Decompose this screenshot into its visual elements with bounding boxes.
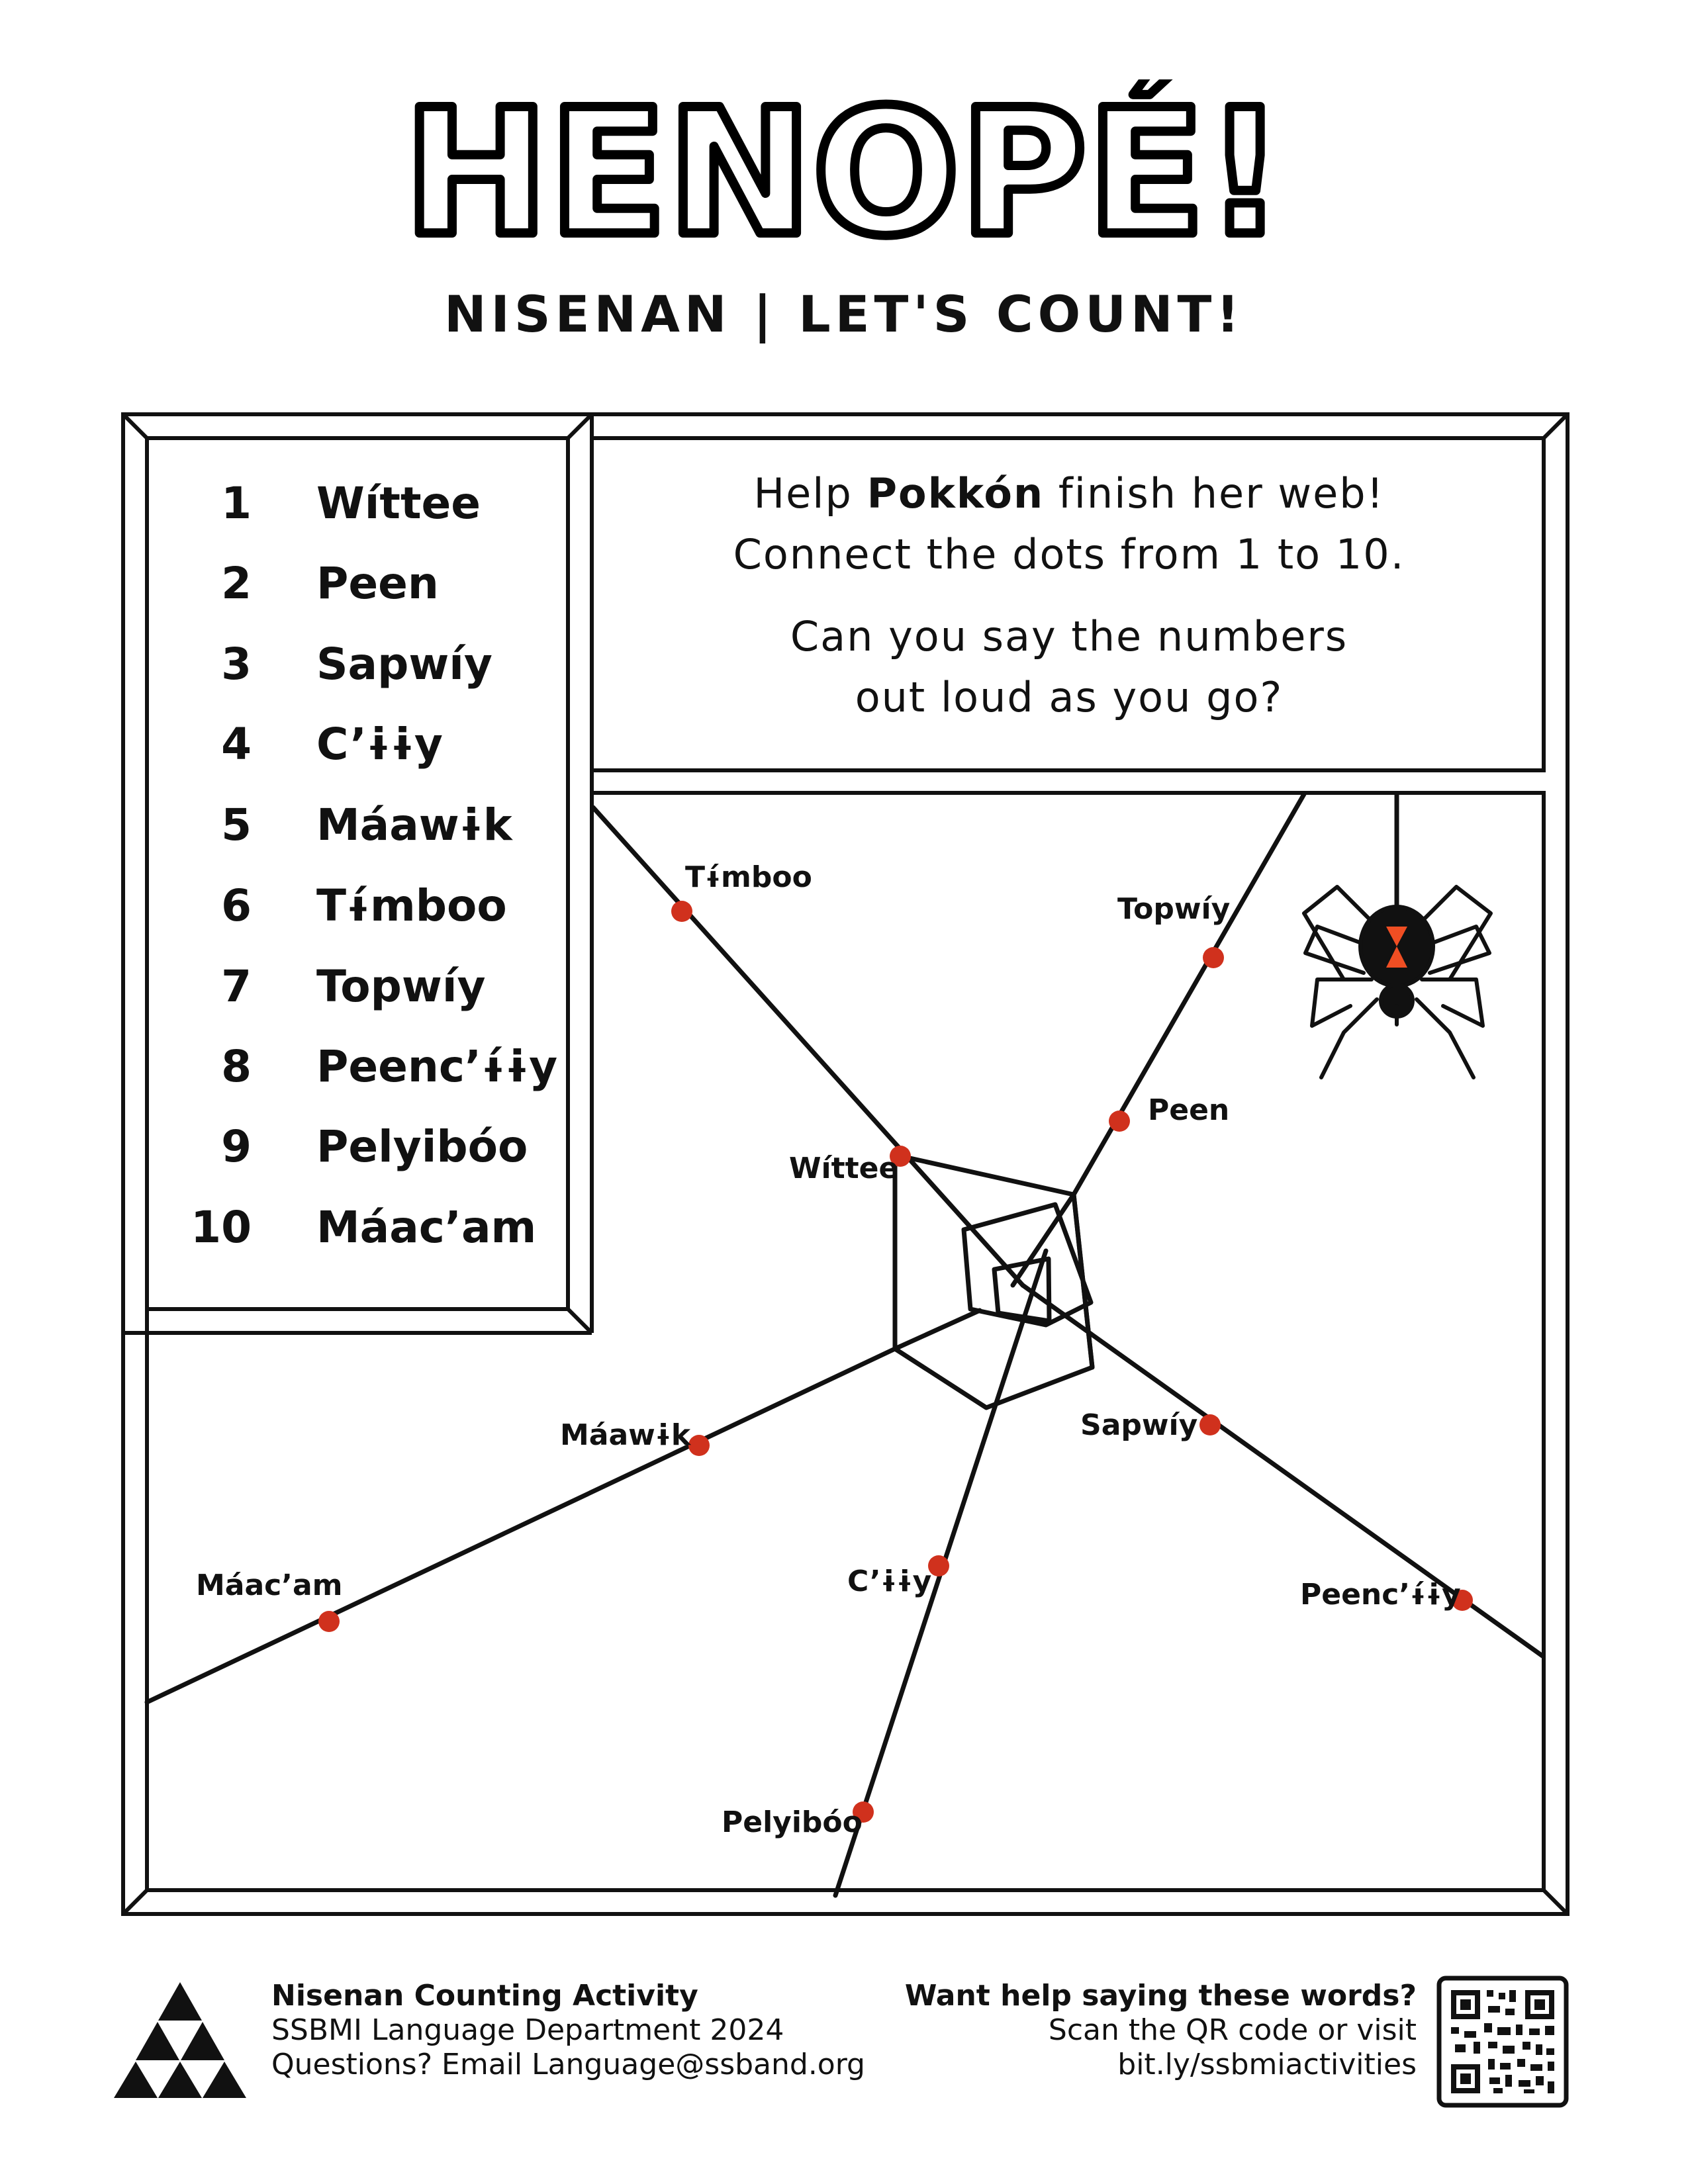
list-item: 3 Sapwíy (146, 639, 556, 705)
dot-label-7: Topwíy (1117, 892, 1230, 926)
number-word: Wíttee (316, 478, 481, 529)
page-title: HENOPÉ! (399, 79, 1289, 278)
dot-4[interactable] (928, 1555, 949, 1576)
instruction-line-4: out loud as you go? (855, 673, 1284, 721)
number-word: Máawɨk (316, 799, 512, 850)
dot-label-4: C’ɨɨy (847, 1565, 931, 1598)
dot-6[interactable] (671, 901, 692, 922)
footer-help-link[interactable]: bit.ly/ssbmiactivities (1117, 2048, 1417, 2081)
footer-help-line: Scan the QR code or visit (1048, 2013, 1417, 2047)
instruction-line-2: Connect the dots from 1 to 10. (733, 530, 1405, 578)
number-word: Topwíy (316, 961, 486, 1012)
dot-label-3: Sapwíy (1080, 1408, 1197, 1442)
spider-name: Pokkón (867, 469, 1045, 518)
instruction-line-1: Help Pokkón finish her web! (596, 463, 1542, 524)
number-digit: 3 (221, 639, 252, 690)
dot-1[interactable] (890, 1146, 911, 1167)
number-digit: 8 (221, 1041, 252, 1092)
number-word: Pelyibóo (316, 1121, 528, 1172)
number-word: Sapwíy (316, 639, 492, 690)
qr-code-icon[interactable] (1436, 1976, 1569, 2108)
dot-label-9: Pelyibóo (722, 1805, 863, 1839)
list-item: 8 Peenc’ɨ́ɨy (146, 1041, 558, 1107)
list-item: 7 Topwíy (146, 961, 556, 1027)
footer-help-title: Want help saying these words? (904, 1979, 1417, 2013)
spider-icon (1302, 885, 1493, 1079)
instruction-text: finish her web! (1044, 469, 1385, 518)
number-word: C’ɨɨy (316, 719, 443, 770)
number-digit: 7 (221, 961, 252, 1012)
footer-credits: Nisenan Counting Activity SSBMI Language… (271, 1979, 933, 2082)
dot-9[interactable] (853, 1801, 874, 1823)
dot-7[interactable] (1203, 947, 1224, 968)
list-item: 5 Máawɨk (146, 799, 556, 866)
list-item: 6 Tɨ́mboo (146, 880, 556, 946)
dot-label-2: Peen (1148, 1093, 1229, 1127)
number-word: Peen (316, 558, 439, 609)
page-subtitle: NISENAN | LET'S COUNT! (444, 285, 1244, 343)
list-item: 10 Máac’am (146, 1202, 556, 1268)
number-digit: 2 (221, 558, 252, 609)
number-digit: 6 (221, 880, 252, 931)
dot-3[interactable] (1199, 1414, 1221, 1435)
footer-contact: Questions? Email Language@ssband.org (271, 2048, 865, 2081)
instructions-panel (590, 436, 1546, 772)
triangle-logo-icon (114, 1982, 246, 2098)
dot-label-1: Wíttee (789, 1152, 898, 1185)
footer-help: Want help saying these words? Scan the Q… (794, 1979, 1417, 2082)
number-digit: 9 (221, 1121, 252, 1172)
list-item: 1 Wíttee (146, 478, 556, 544)
number-digit: 10 (191, 1202, 252, 1253)
footer-department: SSBMI Language Department 2024 (271, 2013, 784, 2047)
dot-5[interactable] (688, 1435, 710, 1456)
list-item: 4 C’ɨɨy (146, 719, 556, 785)
list-item: 2 Peen (146, 558, 556, 624)
dot-8[interactable] (1452, 1590, 1473, 1611)
title-text: HENOPÉ! (404, 79, 1285, 274)
instructions-text: Help Pokkón finish her web! Connect the … (596, 463, 1542, 728)
dot-label-6: Tɨ́mboo (685, 860, 812, 894)
dot-2[interactable] (1109, 1111, 1130, 1132)
dot-10[interactable] (318, 1611, 340, 1632)
number-digit: 4 (221, 719, 252, 770)
instruction-text: Help (753, 469, 867, 518)
list-item: 9 Pelyibóo (146, 1121, 556, 1187)
instruction-line-3: Can you say the numbers (790, 612, 1348, 660)
hourglass-mark (1386, 927, 1407, 968)
number-digit: 1 (221, 478, 252, 529)
dot-label-8: Peenc’ɨ́ɨy (1300, 1578, 1461, 1612)
dot-label-10: Máac’am (196, 1569, 343, 1602)
number-word: Peenc’ɨ́ɨy (316, 1041, 558, 1092)
outer-frame (121, 412, 1570, 1916)
number-word: Tɨ́mboo (316, 880, 507, 931)
number-digit: 5 (221, 799, 252, 850)
footer-title: Nisenan Counting Activity (271, 1979, 698, 2013)
number-word: Máac’am (316, 1202, 537, 1253)
dot-label-5: Máawɨk (560, 1418, 692, 1452)
